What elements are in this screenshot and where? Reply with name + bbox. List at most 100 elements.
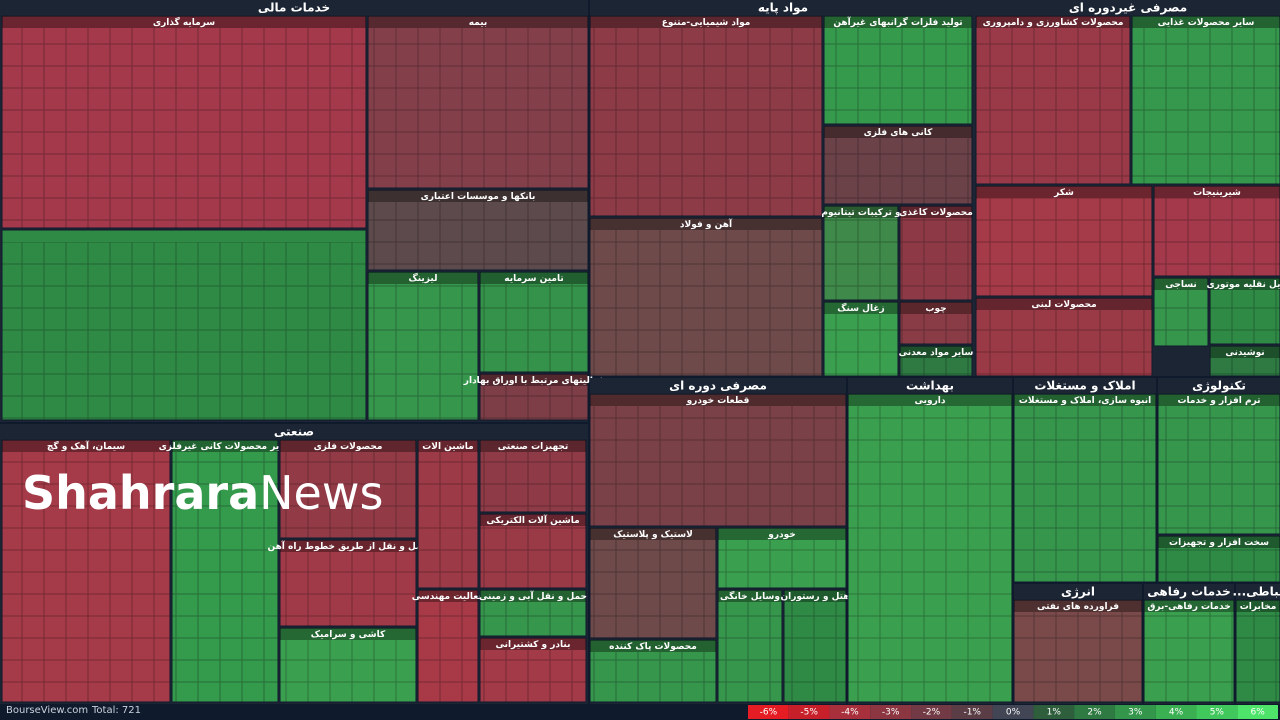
group-header: [480, 590, 586, 602]
legend-label: -2%: [923, 708, 941, 718]
legend-label: -6%: [760, 708, 778, 718]
group-title: بیمه: [469, 18, 488, 28]
industry-group: تامین سرمایه: [479, 271, 589, 373]
group-header: [480, 514, 586, 526]
industry-group: سایر مواد معدنی: [899, 345, 974, 377]
group-cells: [2, 28, 366, 228]
group-header: [1154, 278, 1208, 290]
group-cells: [368, 284, 478, 420]
group-cells: [718, 540, 846, 588]
industry-group: ماشین آلات الکتریکی: [479, 513, 587, 589]
group-title: خدمات رفاهی-برق: [1147, 602, 1230, 612]
sector-title: املاک و مستغلات: [1034, 379, 1135, 394]
industry-group: حمل و نقل آبی و زمینی: [479, 589, 587, 637]
group-title: ترم افزار و خدمات: [1177, 396, 1260, 406]
group-cells: [1014, 612, 1142, 702]
group-header: [418, 440, 478, 452]
group-header: [976, 16, 1130, 28]
industry-group: شکر: [975, 185, 1153, 297]
sector-title: تکنولوژی: [1192, 379, 1246, 394]
group-cells: [480, 386, 588, 420]
industry-group: مواد شیمیایی-متنوع: [589, 15, 823, 217]
group-title: محصولات پاک کننده: [609, 642, 697, 652]
legend-label: 3%: [1128, 708, 1143, 718]
group-header: [824, 16, 972, 28]
group-header: [480, 374, 588, 386]
group-cells: [1132, 28, 1280, 184]
group-title: تجهیزات صنعتی: [498, 442, 569, 452]
group-title: بنادر و کشتیرانی: [495, 640, 570, 650]
sector: املاک و مستغلات انبوه سازی، املاک و مستغل…: [1013, 378, 1157, 583]
group-header: [2, 440, 170, 452]
group-cells: [480, 526, 586, 588]
legend-label: 6%: [1250, 708, 1265, 718]
industry-group: لیزینگ: [367, 271, 479, 421]
group-cells: [418, 602, 478, 702]
watermark: ShahraraNews: [22, 466, 383, 520]
industry-group: وسایل خانگی: [717, 589, 783, 703]
group-cells: [976, 198, 1152, 296]
industry-group: بنادر و کشتیرانی: [479, 637, 587, 703]
group-cells: [590, 406, 846, 526]
group-header: [976, 298, 1152, 310]
sector: مصرفی غیردوره ای محصولات کشاورزی و دامپرو…: [975, 0, 1280, 377]
group-header: [900, 206, 972, 218]
group-header: [368, 190, 588, 202]
group-header: [2, 16, 366, 28]
group-title: بانکها و موسسات اعتباری: [421, 192, 536, 202]
industry-group: فراورده های نفتی: [1013, 599, 1143, 703]
group-title: سخت افزار و تجهیزات: [1169, 538, 1269, 548]
industry-group: سرمایه گذاری: [1, 15, 367, 229]
group-title: ماشین الات: [422, 442, 474, 452]
group-header: [900, 302, 972, 314]
group-title: مخابرات: [1240, 602, 1277, 612]
group-header: [172, 440, 278, 452]
group-header: [718, 590, 782, 602]
group-cells: [590, 540, 716, 638]
group-cells: [2, 242, 366, 420]
group-title: خودرو: [767, 530, 796, 540]
group-title: دارویی: [915, 396, 946, 406]
legend-swatch: [992, 705, 1034, 719]
legend-swatch: [1196, 705, 1238, 719]
group-cells: [368, 202, 588, 270]
legend-label: 4%: [1169, 708, 1184, 718]
industry-group: تولید فلزات گرانبهای غیرآهن: [823, 15, 973, 125]
industry-group: سیمان، آهک و گچ: [1, 439, 171, 703]
group-header: [418, 590, 478, 602]
group-title: سیمان، آهک و گچ: [47, 440, 125, 452]
group-header: [824, 302, 898, 314]
group-title: تامین سرمایه: [504, 274, 563, 284]
group-header: [590, 16, 822, 28]
group-cells: [280, 452, 416, 538]
group-cells: [1014, 406, 1156, 582]
legend-swatch: [748, 705, 789, 719]
group-cells: [1158, 548, 1280, 582]
group-header: [280, 540, 416, 552]
industry-group: کاشی و سرامیک: [279, 627, 417, 703]
industry-group: و ترکیبات تیتانیوم: [821, 205, 901, 301]
group-title: آهن و فولاد: [680, 218, 733, 230]
group-title: تولید فلزات گرانبهای غیرآهن: [833, 16, 962, 28]
group-title: زغال سنگ: [837, 302, 884, 314]
group-cells: [824, 28, 972, 124]
treemap: خدمات مالی سرمایه گذاری بیمه بانکها و موسسا…: [0, 0, 1280, 704]
group-title: چوب: [925, 304, 946, 314]
sector: خدمات مالی سرمایه گذاری بیمه بانکها و موسسا…: [0, 0, 604, 422]
industry-group: محصولات فلزی: [279, 439, 417, 539]
group-header: [1144, 600, 1234, 612]
group-cells: [718, 602, 782, 702]
group-cells: [480, 452, 586, 512]
sector-title: خدمات رفاهی: [1147, 585, 1230, 599]
group-title: محصولات فلزی: [314, 442, 383, 452]
industry-group: تجهیزات صنعتی: [479, 439, 587, 513]
sector: خدمات رفاهی خدمات رفاهی-برق: [1143, 584, 1235, 704]
group-title: هتل و رستوران: [780, 592, 849, 602]
industry-group: آهن و فولاد: [589, 217, 823, 377]
group-cells: [824, 218, 898, 300]
industry-group: قطعات خودرو: [589, 393, 847, 527]
group-cells: [172, 452, 278, 702]
industry-group: فعالیت مهندسی: [412, 589, 484, 703]
industry-group: بانکها و موسسات اعتباری: [367, 189, 589, 271]
